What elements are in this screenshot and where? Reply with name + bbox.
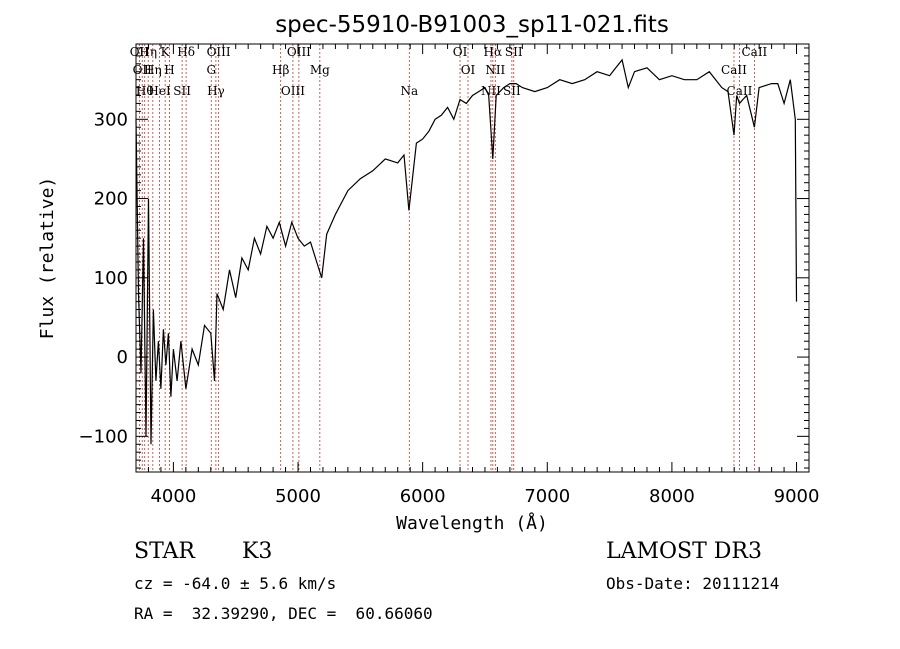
line-label-nii: NII <box>485 63 505 77</box>
y-axis-ticks: −100 0 100 200 300 <box>79 47 809 469</box>
x-tick-label: 7000 <box>524 486 570 507</box>
line-label-sii: SII <box>503 84 521 98</box>
line-label-sii: SII <box>173 84 191 98</box>
line-label-oii: OII <box>133 63 153 77</box>
y-tick-label: 200 <box>94 189 128 210</box>
line-label-na: Na <box>400 84 418 98</box>
line-label-hα: Hα <box>484 45 503 59</box>
line-label-k: K <box>161 45 171 59</box>
line-label-g: G <box>206 63 216 77</box>
line-label-caii: CaII <box>727 84 753 98</box>
line-label-hei: HeI <box>148 84 171 98</box>
chart-title: spec-55910-B91003_sp11-021.fits <box>275 12 669 38</box>
x-tick-label: 8000 <box>649 486 695 507</box>
line-label-oi: OI <box>453 45 468 59</box>
y-tick-label: 300 <box>94 109 128 130</box>
line-label-h: H <box>164 63 174 77</box>
line-label-oiii: OIII <box>207 45 231 59</box>
redshift-cz: cz = -64.0 ± 5.6 km/s <box>134 574 337 593</box>
line-label-mg: Mg <box>310 63 330 77</box>
line-label-nii: NII <box>481 84 501 98</box>
x-tick-label: 6000 <box>400 486 446 507</box>
x-axis-ticks: 4000 5000 6000 7000 8000 9000 <box>135 44 820 507</box>
line-label-hγ: Hγ <box>207 84 225 98</box>
line-label-hη: Hη <box>144 63 162 77</box>
ra-dec-coordinates: RA = 32.39290, DEC = 60.66060 <box>134 604 433 623</box>
line-label-oiii: OIII <box>287 45 311 59</box>
line-label-hδ: Hδ <box>177 45 195 59</box>
survey-name: LAMOST DR3 <box>606 539 762 564</box>
line-label-sii: SII <box>505 45 523 59</box>
line-label-hβ: Hβ <box>272 63 289 77</box>
object-subclass: K3 <box>242 539 273 564</box>
object-class: STAR <box>134 539 195 564</box>
line-label-oiii: OIII <box>281 84 305 98</box>
observation-date: Obs-Date: 20111214 <box>606 574 780 593</box>
line-label-caii: CaII <box>721 63 747 77</box>
y-tick-label: 100 <box>94 268 128 289</box>
x-tick-label: 9000 <box>774 486 820 507</box>
spectrum-series-line <box>135 58 798 445</box>
x-tick-label: 5000 <box>275 486 321 507</box>
x-tick-label: 4000 <box>150 486 196 507</box>
line-label-oi: OI <box>461 63 476 77</box>
line-label-hη: Hη <box>139 45 157 59</box>
y-tick-label: 0 <box>117 347 128 368</box>
x-axis-label: Wavelength (Å) <box>396 512 548 534</box>
plot-frame <box>135 43 810 473</box>
y-axis-label: Flux (relative) <box>37 177 58 340</box>
y-tick-label: −100 <box>79 426 128 447</box>
emission-line-labels: OIIOIIHθHηHηHeIKHSIIHδGHγOIIIHβOIIIOIIIM… <box>130 45 768 98</box>
line-label-oii: OII <box>130 45 150 59</box>
line-label-caii: CaII <box>741 45 767 59</box>
